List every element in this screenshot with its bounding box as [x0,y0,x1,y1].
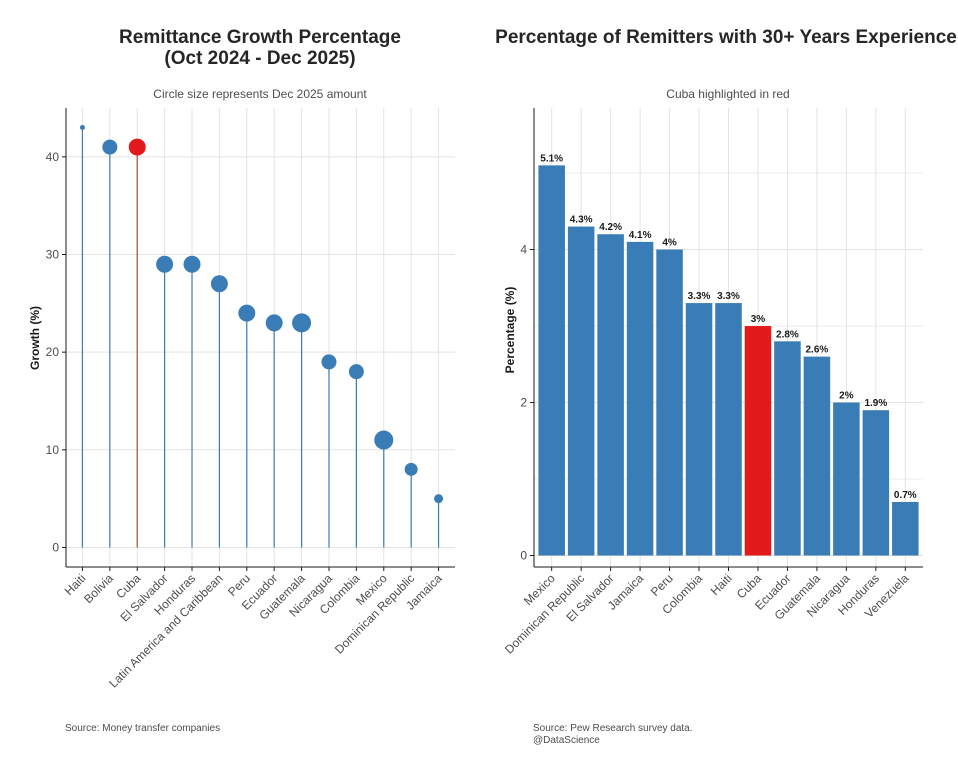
bar-data-label-peru: 4% [662,238,677,249]
left-y-tick-label: 0 [52,540,59,554]
left-y-tick-label: 40 [46,150,60,164]
left-chart-title-line-2: (Oct 2024 - Dec 2025) [164,48,355,69]
left-y-tick-label: 10 [46,443,60,457]
lollipop-point-bolivia [102,139,118,155]
left-x-tick-label-bolivia: Bolivia [81,571,116,606]
left-chart-title-line-1: Remittance Growth Percentage [119,27,401,48]
bar-dominican-republic [567,226,595,556]
left-chart-gridlines [66,108,455,567]
bar-honduras [862,410,890,556]
lollipop-point-honduras [183,255,201,273]
lollipop-point-haiti [79,125,85,131]
lollipop-point-guatemala [292,313,312,333]
left-y-tick-label: 30 [46,247,60,261]
left-chart-subtitle: Circle size represents Dec 2025 amount [153,87,367,101]
bar-data-label-nicaragua: 2% [839,391,854,402]
bar-guatemala [803,356,831,556]
bar-venezuela [892,501,919,556]
lollipop-point-dominican-republic [404,462,418,476]
right-chart-marks: 5.1% 4.3% 4.2% 4.1% 4% 3.3% 3.3% 3% 2.8% 2.6% 2% 1.… [538,153,919,556]
bar-jamaica [626,241,654,556]
lollipop-point-nicaragua [321,354,337,370]
lollipop-point-jamaica [434,494,444,504]
bar-data-label-honduras: 1.9% [864,398,887,409]
bar-data-label-haiti: 3.3% [717,291,740,302]
bar-data-label-jamaica: 4.1% [629,230,652,241]
right-chart-y-axis-title: Percentage (%) [503,287,517,374]
bar-data-label-dominican-republic: 4.3% [570,215,593,226]
bar-mexico [538,165,565,556]
bar-peru [656,249,683,556]
bar-data-label-ecuador: 2.8% [776,329,799,340]
bar-ecuador [774,341,801,556]
bar-haiti [715,303,742,556]
left-chart-caption: Source: Money transfer companies [65,723,220,734]
lollipop-point-colombia [348,364,364,380]
bar-data-label-el-salvador: 4.2% [599,222,622,233]
bar-cuba [744,326,772,556]
right-chart-caption-line-1: Source: Pew Research survey data. [533,723,693,734]
bar-el-salvador [597,234,624,556]
lollipop-point-cuba [128,138,146,156]
bar-colombia [685,303,713,556]
bar-data-label-guatemala: 2.6% [806,345,829,356]
bar-nicaragua [833,402,860,556]
right-y-tick-label: 2 [520,396,527,410]
lollipop-point-latin-america-and-caribbean [210,275,228,293]
right-chart-caption-line-2: @DataScience [533,735,600,746]
right-chart-title: Percentage of Remitters with 30+ Years E… [495,27,957,48]
lollipop-chart: Remittance Growth Percentage (Oct 2024 -… [28,27,455,734]
right-x-tick-label-haiti: Haiti [708,571,735,598]
lollipop-point-mexico [374,430,394,450]
left-chart-y-axis-title: Growth (%) [28,306,42,370]
right-chart-subtitle: Cuba highlighted in red [666,87,789,101]
left-chart-marks [79,125,444,548]
bar-chart: Percentage of Remitters with 30+ Years E… [495,27,957,746]
lollipop-point-peru [238,304,256,322]
lollipop-point-el-salvador [156,255,174,273]
bar-data-label-colombia: 3.3% [688,291,711,302]
bar-data-label-cuba: 3% [751,314,766,325]
lollipop-point-ecuador [265,314,283,332]
bar-data-label-mexico: 5.1% [540,153,563,164]
right-y-tick-label: 0 [520,549,527,563]
right-y-tick-label: 4 [520,243,527,257]
left-y-tick-label: 20 [46,345,60,359]
bar-data-label-venezuela: 0.7% [894,490,917,501]
